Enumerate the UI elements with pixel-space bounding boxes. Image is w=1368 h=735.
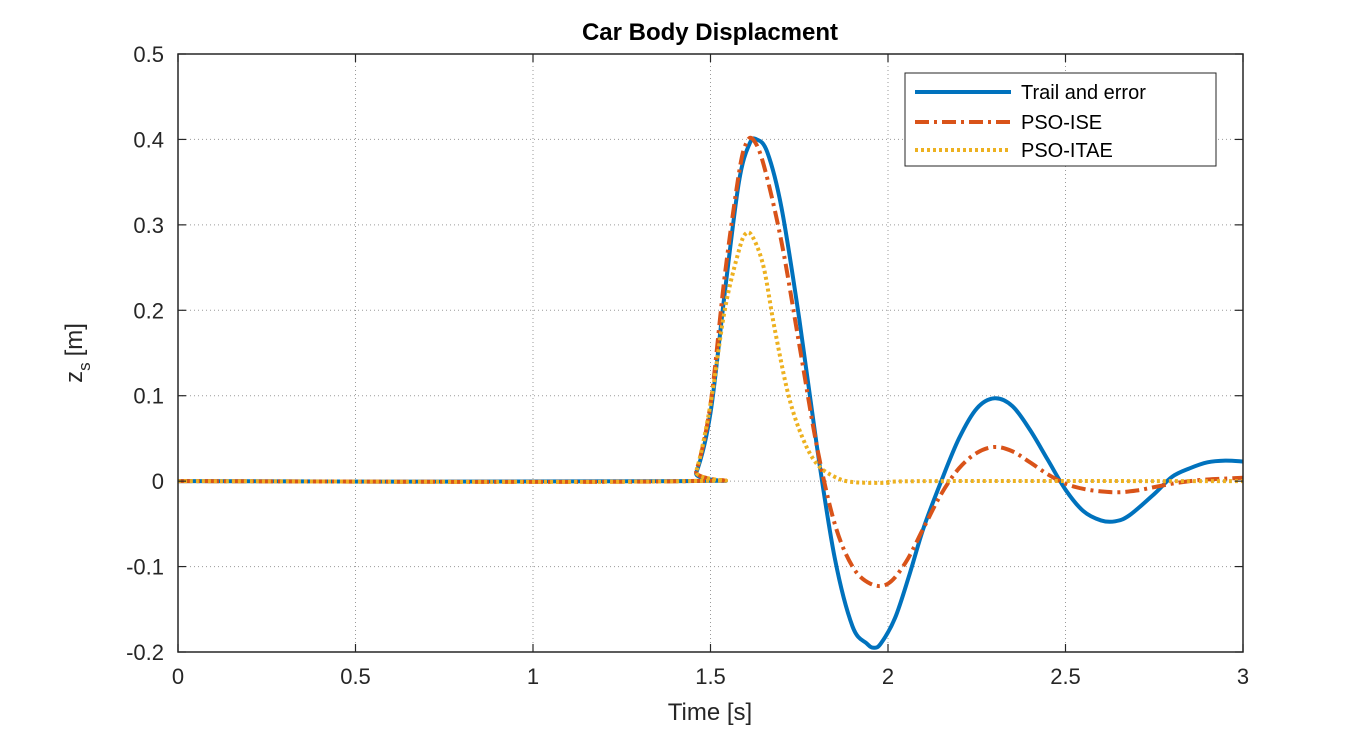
legend-label-trail-and-error: Trail and error <box>1021 82 1146 104</box>
x-tick-label: 0 <box>172 664 184 689</box>
y-tick-label: 0.4 <box>133 127 164 152</box>
y-tick-label: -0.1 <box>126 555 164 580</box>
legend-label-pso-itae: PSO-ITAE <box>1021 140 1113 162</box>
x-tick-label: 0.5 <box>340 664 371 689</box>
series-layer <box>177 135 1244 650</box>
x-tick-label: 2 <box>882 664 894 689</box>
y-tick-label: 0.1 <box>133 384 164 409</box>
y-tick-label: 0 <box>152 469 164 494</box>
y-axis-label-sub: s <box>75 362 94 371</box>
y-tick-label: 0.5 <box>133 42 164 67</box>
series-line-3 <box>177 230 1244 485</box>
y-axis-label-unit: [m] <box>61 323 88 356</box>
x-tick-label: 1 <box>527 664 539 689</box>
chart-title: Car Body Displacment <box>582 19 838 46</box>
y-tick-label: 0.2 <box>133 298 164 323</box>
x-tick-label: 1.5 <box>695 664 726 689</box>
x-tick-label: 3 <box>1237 664 1249 689</box>
legend-box <box>904 72 1217 167</box>
y-axis-label-main: z <box>61 371 88 383</box>
y-axis-label: zs [m] <box>61 323 94 383</box>
series-line-2 <box>177 135 1244 589</box>
x-tick-label: 2.5 <box>1050 664 1081 689</box>
y-tick-label: -0.2 <box>126 640 164 665</box>
tick-layer: 0 0.5 1 1.5 2 2.5 3 -0.2 -0.1 0 0.1 0.2 0.3 0.4 0.5 <box>126 42 1249 689</box>
x-axis-label: Time [s] <box>668 699 752 726</box>
legend: Trail and error PSO-ISE PSO-ITAE <box>904 72 1217 167</box>
svg-text:zs[m]: zs [m] <box>61 323 94 383</box>
y-tick-label: 0.3 <box>133 213 164 238</box>
legend-label-pso-ise: PSO-ISE <box>1021 112 1102 134</box>
